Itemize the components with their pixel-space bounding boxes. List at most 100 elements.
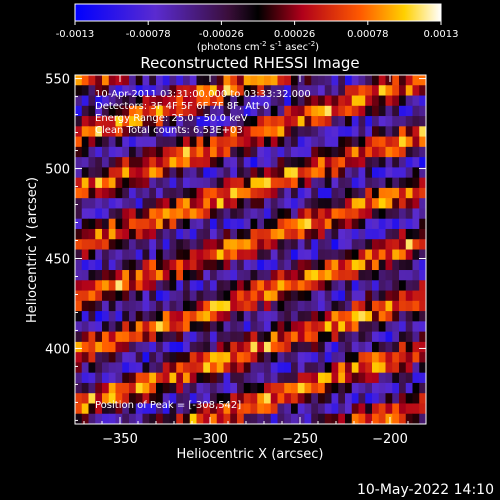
heatmap-cell	[81, 321, 90, 333]
heatmap-cell	[149, 136, 157, 148]
heatmap-cell	[331, 228, 339, 240]
heatmap-cell	[264, 85, 272, 97]
heatmap-cell	[122, 95, 130, 107]
heatmap-cell	[75, 341, 83, 353]
heatmap-cell	[108, 116, 117, 127]
heatmap-cell	[270, 352, 279, 364]
heatmap-cell	[291, 228, 299, 240]
heatmap-cell	[108, 382, 117, 394]
heatmap-cell	[162, 177, 171, 189]
heatmap-cell	[122, 105, 130, 117]
heatmap-cell	[243, 177, 252, 189]
heatmap-cell	[216, 208, 225, 220]
heatmap-cell	[142, 187, 150, 199]
heatmap-cell	[88, 372, 96, 384]
heatmap-cell	[264, 126, 272, 138]
heatmap-cell	[419, 393, 426, 405]
heatmap-cell	[210, 362, 218, 374]
heatmap-cell	[324, 146, 333, 158]
heatmap-cell	[338, 259, 346, 271]
heatmap-cell	[284, 126, 292, 138]
heatmap-cell	[297, 413, 306, 424]
heatmap-cell	[318, 136, 326, 148]
heatmap-cell	[372, 403, 380, 415]
footer-date: 10-May-2022 14:10	[356, 482, 494, 498]
heatmap-cell	[189, 75, 198, 86]
heatmap-cell	[183, 228, 191, 240]
heatmap-cell	[264, 208, 272, 220]
heatmap-cell	[237, 300, 245, 312]
heatmap-cell	[351, 208, 360, 220]
heatmap-cell	[250, 311, 258, 322]
heatmap-cell	[318, 85, 326, 97]
heatmap-cell	[223, 116, 231, 127]
heatmap-cell	[419, 362, 426, 374]
x-axis-label: Heliocentric X (arcsec)	[177, 447, 324, 462]
heatmap-cell	[385, 321, 393, 333]
heatmap-cell	[351, 372, 360, 384]
heatmap-cell	[95, 126, 103, 138]
heatmap-cell	[88, 167, 96, 179]
heatmap-cell	[331, 341, 339, 353]
heatmap-cell	[81, 372, 90, 384]
heatmap-cell	[135, 280, 144, 292]
heatmap-cell	[169, 372, 177, 384]
heatmap-cell	[250, 259, 258, 271]
heatmap-cell	[88, 249, 96, 261]
heatmap-cell	[169, 126, 177, 138]
heatmap-cell	[81, 75, 90, 86]
heatmap-cell	[331, 187, 339, 199]
heatmap-cell	[365, 311, 373, 322]
heatmap-cell	[250, 321, 258, 333]
heatmap-cell	[345, 177, 353, 189]
heatmap-cell	[142, 167, 150, 179]
heatmap-cell	[277, 136, 285, 148]
heatmap-cell	[412, 95, 420, 107]
heatmap-cell	[324, 249, 333, 261]
heatmap-cell	[102, 105, 110, 117]
heatmap-cell	[257, 157, 265, 168]
heatmap-cell	[210, 352, 218, 364]
heatmap-cell	[210, 167, 218, 179]
heatmap-cell	[405, 239, 414, 251]
heatmap-cell	[122, 146, 130, 158]
heatmap-cell	[264, 218, 272, 230]
heatmap-cell	[210, 146, 218, 158]
heatmap-cell	[412, 300, 420, 312]
heatmap-cell	[392, 95, 400, 107]
heatmap-cell	[102, 228, 110, 240]
heatmap-cell	[243, 105, 252, 117]
heatmap-cell	[230, 85, 238, 97]
heatmap-cell	[311, 208, 319, 220]
heatmap-cell	[156, 157, 164, 168]
heatmap-cell	[210, 341, 218, 353]
heatmap-cell	[284, 239, 292, 251]
heatmap-cell	[345, 341, 353, 353]
heatmap-cell	[392, 187, 400, 199]
heatmap-cell	[149, 352, 157, 364]
heatmap-cell	[399, 321, 407, 333]
heatmap-cell	[176, 259, 184, 271]
heatmap-cell	[183, 126, 191, 138]
heatmap-cell	[162, 311, 171, 322]
heatmap-cell	[88, 403, 96, 415]
heatmap-cell	[237, 177, 245, 189]
heatmap-cell	[75, 270, 83, 281]
heatmap-cell	[237, 198, 245, 210]
heatmap-cell	[372, 198, 380, 210]
heatmap-cell	[216, 105, 225, 117]
heatmap-cell	[102, 270, 110, 281]
heatmap-cell	[284, 341, 292, 353]
heatmap-cell	[223, 413, 231, 424]
heatmap-cell	[196, 311, 204, 322]
heatmap-cell	[324, 75, 333, 86]
heatmap-cell	[345, 198, 353, 210]
heatmap-cell	[88, 228, 96, 240]
heatmap-cell	[385, 290, 393, 302]
heatmap-cell	[270, 239, 279, 251]
heatmap-cell	[115, 75, 123, 86]
heatmap-cell	[324, 372, 333, 384]
heatmap-cell	[311, 311, 319, 322]
heatmap-cell	[102, 300, 110, 312]
